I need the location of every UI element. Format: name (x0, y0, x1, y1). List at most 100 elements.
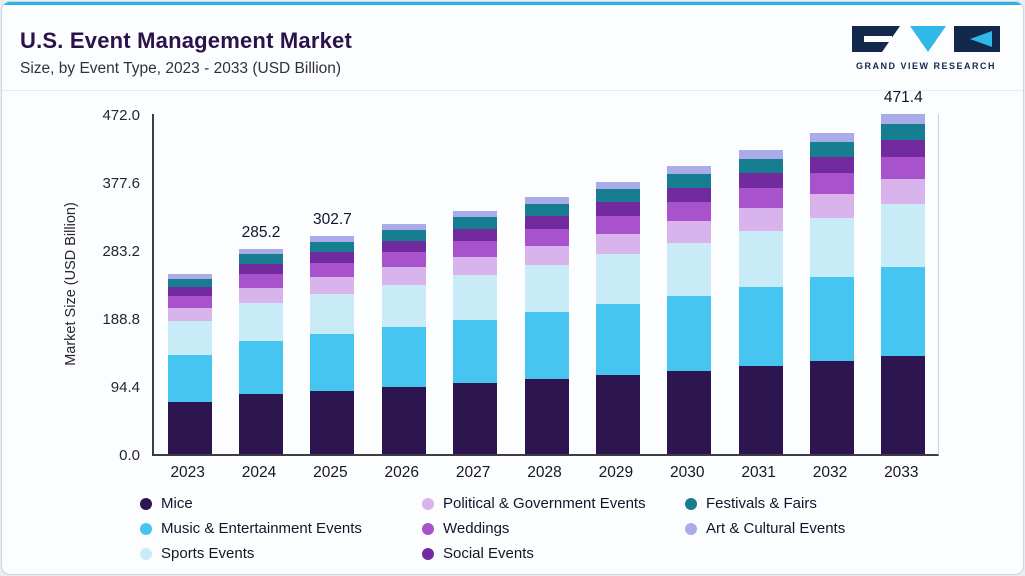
segment-social-events-2030 (667, 187, 712, 203)
segment-political-government-events-2024 (239, 287, 284, 303)
segment-art-cultural-events-2026 (381, 223, 426, 231)
legend-label: Art & Cultural Events (706, 520, 846, 537)
segment-sports-events-2026 (381, 284, 426, 328)
segment-political-government-events-2032 (809, 193, 854, 218)
x-tick-2025: 2025 (313, 464, 348, 481)
legend-item-political-government-events: Political & Government Events (422, 495, 685, 512)
segment-weddings-2031 (738, 187, 783, 208)
x-tick-2030: 2030 (669, 464, 705, 481)
logo-wordmark: GRAND VIEW RESEARCH (855, 61, 996, 71)
segment-sports-events-2025 (310, 293, 355, 335)
segment-weddings-2027 (453, 240, 498, 257)
segment-weddings-2026 (381, 252, 426, 268)
page-subtitle: Size, by Event Type, 2023 - 2033 (USD Bi… (20, 60, 342, 77)
segment-sports-events-2031 (738, 230, 783, 287)
segment-art-cultural-events-2024 (239, 248, 284, 255)
legend-item-art-cultural-events: Art & Cultural Events (685, 520, 845, 537)
segment-art-cultural-events-2029 (595, 181, 640, 190)
plot-area: 285.2 302.7 471.4 (152, 89, 939, 456)
data-label-2033: 471.4 (883, 89, 923, 107)
bar-2024 (239, 248, 284, 454)
segment-weddings-2033 (881, 156, 926, 179)
segment-festivals-fairs-2032 (809, 141, 854, 157)
y-axis-ticks: 472.0 377.6 283.2 188.8 94.4 0.0 (2, 107, 140, 464)
segment-festivals-fairs-2028 (524, 203, 569, 216)
x-tick-2028: 2028 (527, 464, 562, 481)
segment-political-government-events-2030 (667, 221, 712, 243)
bar-2031 (738, 150, 783, 454)
legend-item-social-events: Social Events (422, 545, 685, 562)
segment-political-government-events-2023 (167, 307, 212, 322)
header-divider (2, 90, 1023, 91)
legend: Mice Music & Entertainment Events Sports E… (140, 491, 845, 566)
legend-label: Music & Entertainment Events (161, 520, 362, 537)
legend-swatch-festivals-fairs (685, 497, 697, 510)
segment-weddings-2028 (524, 228, 569, 246)
segment-mice-2023 (167, 401, 212, 454)
segment-art-cultural-events-2027 (453, 210, 498, 218)
segment-social-events-2033 (881, 139, 926, 157)
segment-social-events-2026 (381, 240, 426, 253)
segment-political-government-events-2027 (453, 256, 498, 276)
y-tick-472.0: 472.0 (102, 107, 140, 124)
segment-music-entertainment-events-2026 (381, 327, 426, 388)
segment-social-events-2032 (809, 156, 854, 173)
legend-item-weddings: Weddings (422, 520, 685, 537)
segment-political-government-events-2026 (381, 267, 426, 285)
y-tick-377.6: 377.6 (102, 175, 140, 192)
segment-music-entertainment-events-2029 (595, 304, 640, 376)
bar-2025 (310, 236, 355, 454)
segment-social-events-2028 (524, 215, 569, 229)
segment-festivals-fairs-2029 (595, 189, 640, 203)
x-tick-2027: 2027 (455, 464, 491, 481)
page-title: U.S. Event Management Market (20, 28, 353, 53)
legend-swatch-social-events (422, 547, 434, 560)
data-label-2024: 285.2 (241, 223, 281, 241)
segment-music-entertainment-events-2023 (167, 354, 212, 402)
legend-label: Weddings (443, 520, 510, 537)
segment-sports-events-2032 (809, 217, 854, 278)
segment-music-entertainment-events-2024 (239, 341, 284, 395)
segment-sports-events-2023 (167, 321, 212, 355)
segment-festivals-fairs-2025 (310, 242, 355, 253)
segment-weddings-2025 (310, 263, 355, 278)
segment-festivals-fairs-2024 (239, 254, 284, 264)
segment-political-government-events-2029 (595, 233, 640, 254)
segment-art-cultural-events-2031 (738, 150, 783, 159)
segment-social-events-2025 (310, 252, 355, 264)
grand-view-research-logo: GRAND VIEW RESEARCH (851, 26, 1001, 71)
segment-mice-2027 (453, 383, 498, 454)
x-tick-2029: 2029 (598, 464, 634, 481)
segment-weddings-2032 (809, 172, 854, 194)
segment-social-events-2027 (453, 228, 498, 241)
legend-label: Festivals & Fairs (706, 495, 817, 512)
segment-mice-2024 (239, 394, 284, 454)
segment-music-entertainment-events-2028 (524, 312, 569, 380)
segment-art-cultural-events-2023 (167, 273, 212, 279)
segment-art-cultural-events-2032 (809, 132, 854, 142)
segment-mice-2026 (381, 387, 426, 454)
y-tick-0.0: 0.0 (119, 447, 140, 464)
segment-social-events-2029 (595, 202, 640, 216)
legend-item-sports-events: Sports Events (140, 545, 422, 562)
segment-political-government-events-2031 (738, 207, 783, 231)
bar-2027 (453, 210, 498, 454)
segment-social-events-2031 (738, 172, 783, 188)
legend-swatch-weddings (422, 522, 434, 535)
segment-sports-events-2029 (595, 253, 640, 305)
segment-mice-2032 (809, 360, 854, 454)
bar-2033 (881, 114, 926, 454)
segment-music-entertainment-events-2033 (881, 267, 926, 356)
legend-swatch-sports-events (140, 547, 152, 560)
segment-mice-2033 (881, 355, 926, 454)
legend-label: Social Events (443, 545, 534, 562)
segment-social-events-2024 (239, 263, 284, 275)
segment-weddings-2023 (167, 296, 212, 308)
legend-swatch-political-government-events (422, 497, 434, 510)
legend-swatch-art-cultural-events (685, 522, 697, 535)
data-label-2025: 302.7 (313, 210, 352, 228)
bar-2026 (381, 223, 426, 454)
y-tick-94.4: 94.4 (110, 379, 140, 396)
segment-mice-2025 (310, 390, 355, 454)
